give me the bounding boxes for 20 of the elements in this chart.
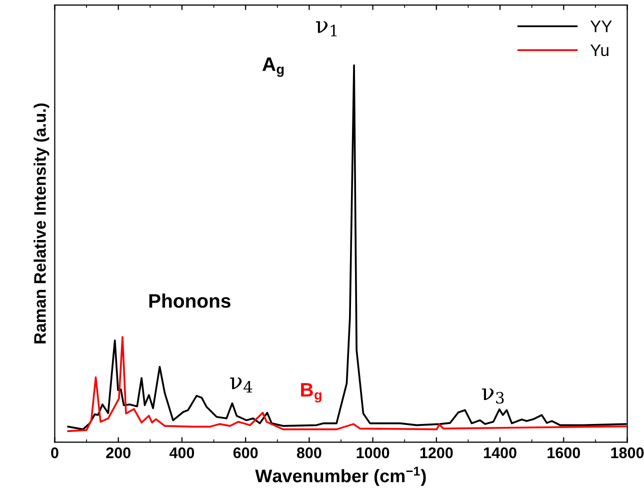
x-tick-label: 600	[233, 447, 258, 458]
x-tick-label: 1800	[611, 447, 644, 458]
x-tick-label: 200	[106, 447, 130, 458]
text: ν$_{1}$	[316, 21, 337, 36]
annotation: ν$_{3}$	[482, 388, 504, 404]
x-tick-label: 1400	[484, 447, 516, 458]
annotation: ν$_{4}$	[230, 378, 252, 393]
annotation: B$_{g}$	[301, 383, 322, 402]
legend-label: Yu	[590, 44, 608, 56]
x-tick-label: 800	[296, 447, 322, 458]
x-tick-label: 0	[51, 447, 58, 458]
annotation: Phonons	[149, 294, 230, 308]
x-axis-title: Wavenumber (cm$^{−1}$)	[255, 466, 426, 486]
x-tick-label: 1600	[548, 447, 580, 458]
legend-label: YY	[590, 20, 612, 32]
y-axis-title: Raman Relative Intensity (a.u.)	[34, 104, 50, 344]
annotation: A$_{g}$	[262, 57, 284, 77]
x-tick-label: 1000	[356, 447, 390, 458]
x-tick-label: 1200	[420, 447, 453, 458]
x-tick-label: 400	[169, 447, 194, 458]
